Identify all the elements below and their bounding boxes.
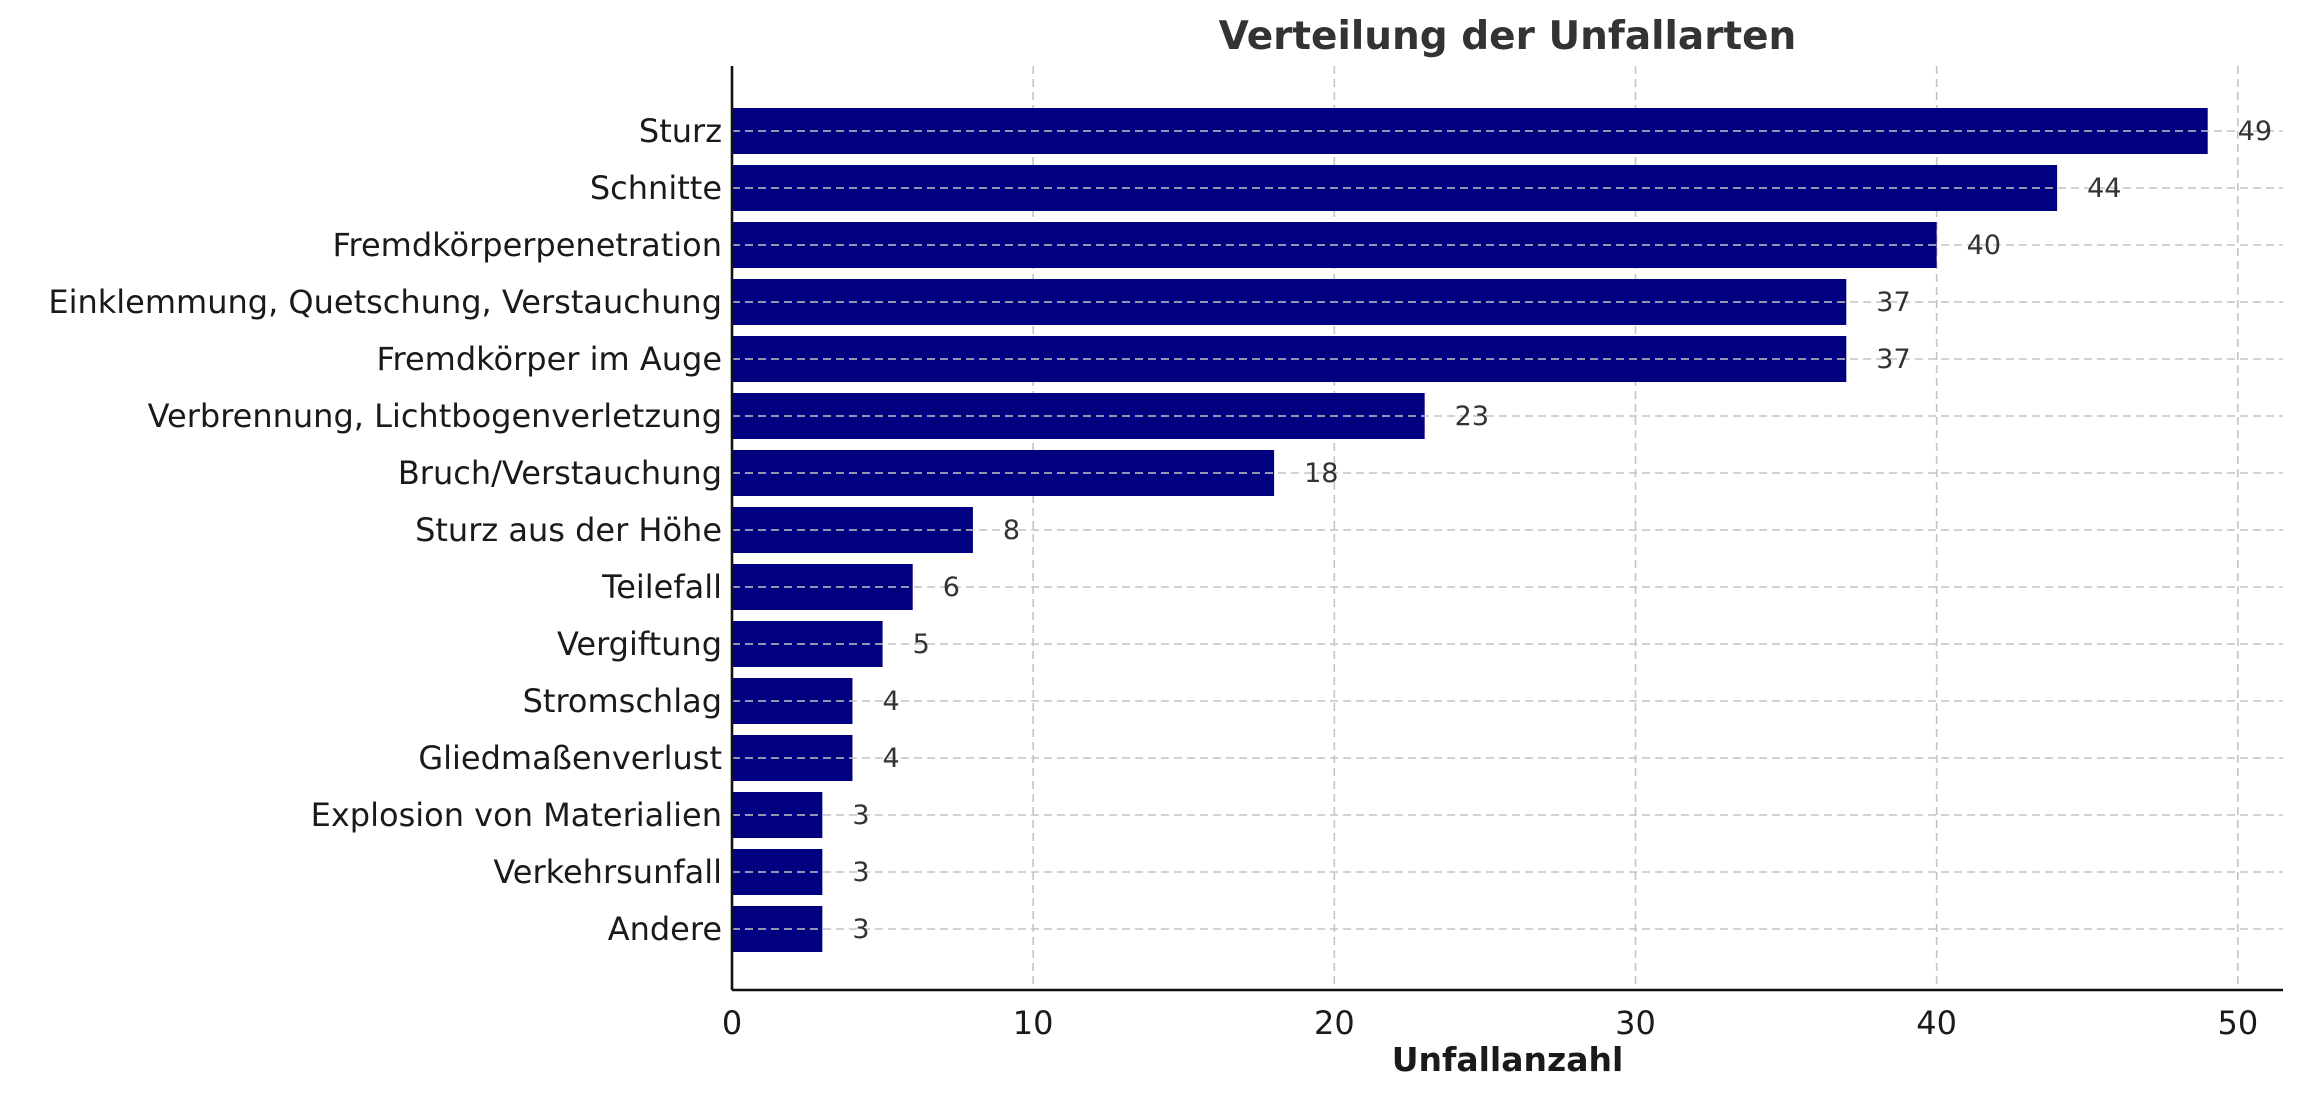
bar [732, 621, 883, 667]
category-label: Explosion von Materialien [311, 796, 722, 834]
data-label: 37 [1876, 287, 1910, 318]
category-label: Fremdkörper im Auge [376, 340, 722, 378]
x-tick-label: 20 [1314, 1004, 1355, 1042]
data-label: 40 [1967, 230, 2001, 261]
data-label: 3 [852, 914, 869, 945]
x-tick-label: 30 [1615, 1004, 1656, 1042]
x-tick-label: 0 [722, 1004, 742, 1042]
data-label: 37 [1876, 344, 1910, 375]
data-label: 3 [852, 800, 869, 831]
category-label: Schnitte [590, 169, 722, 207]
data-label: 5 [913, 629, 930, 660]
bar-chart: Sturz Schnitte Fremdkörperpenetration Einkl… [0, 0, 2302, 1097]
bar [732, 336, 1846, 382]
data-label: 44 [2087, 173, 2121, 204]
category-label: Andere [608, 910, 722, 948]
data-label: 3 [852, 857, 869, 888]
data-label: 4 [882, 686, 899, 717]
data-label: 23 [1455, 401, 1489, 432]
data-label: 4 [882, 743, 899, 774]
x-tick-labels: 0 10 20 30 40 50 [722, 1004, 2258, 1042]
category-label: Bruch/Verstauchung [398, 454, 722, 492]
chart-title: Verteilung der Unfallarten [1219, 14, 1797, 59]
data-label: 8 [1003, 515, 1020, 546]
category-label: Sturz aus der Höhe [415, 511, 722, 549]
category-label: Gliedmaßenverlust [418, 739, 722, 777]
category-label: Sturz [639, 112, 722, 150]
x-tick-label: 10 [1013, 1004, 1054, 1042]
data-label: 6 [943, 572, 960, 603]
category-labels: Sturz Schnitte Fremdkörperpenetration Einkl… [48, 112, 722, 948]
x-tick-label: 40 [1916, 1004, 1957, 1042]
category-label: Vergiftung [557, 625, 722, 663]
data-label: 49 [2238, 116, 2272, 147]
category-label: Einklemmung, Quetschung, Verstauchung [48, 283, 722, 321]
category-label: Stromschlag [523, 682, 722, 720]
x-axis-title: Unfallanzahl [1392, 1040, 1624, 1079]
bar [732, 279, 1846, 325]
category-label: Verbrennung, Lichtbogenverletzung [148, 397, 722, 435]
chart-container: Sturz Schnitte Fremdkörperpenetration Einkl… [0, 0, 2302, 1097]
data-label: 18 [1304, 458, 1338, 489]
category-label: Verkehrsunfall [493, 853, 722, 891]
category-label: Fremdkörperpenetration [332, 226, 722, 264]
category-label: Teilefall [601, 568, 722, 606]
x-tick-label: 50 [2217, 1004, 2258, 1042]
